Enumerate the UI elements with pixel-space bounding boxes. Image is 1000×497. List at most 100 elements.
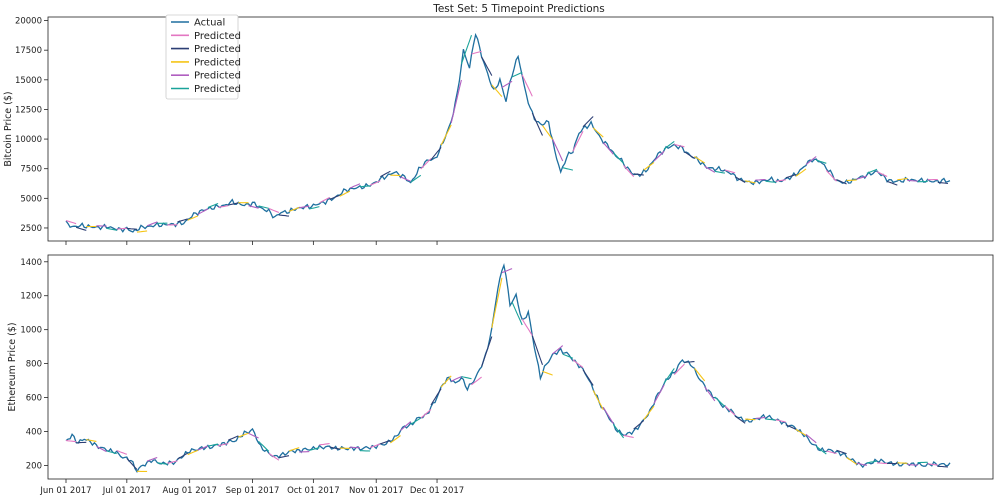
predicted-segment	[602, 407, 614, 424]
predicted-segment	[876, 462, 888, 465]
y-tick-label: 2500	[20, 224, 42, 234]
predicted-segment	[795, 428, 807, 436]
predicted-segment	[755, 416, 766, 420]
predicted-segment	[745, 418, 756, 421]
predicted-segment	[775, 419, 786, 423]
predicted-segment	[217, 205, 229, 209]
predicted-segment	[65, 439, 77, 443]
predicted-segment	[897, 462, 908, 464]
predicted-segment	[227, 435, 239, 441]
predicted-segment	[207, 443, 219, 447]
predicted-segment	[582, 116, 594, 128]
predicted-segment	[531, 112, 543, 136]
predicted-segment	[460, 35, 473, 65]
legend-label: Predicted	[194, 71, 241, 82]
predicted-segment	[410, 417, 422, 425]
predicted-segment	[288, 447, 300, 452]
predicted-segment	[552, 138, 564, 162]
predicted-segment	[562, 353, 574, 359]
predicted-segment	[106, 450, 117, 455]
x-tick-label: Jul 01 2017	[102, 486, 151, 496]
predicted-segment	[542, 125, 554, 140]
x-tick-label: Sep 01 2017	[226, 486, 280, 496]
predicted-segment	[319, 197, 330, 204]
predicted-segment	[511, 71, 523, 78]
ethereum-x-ticks: Jun 01 2017 Jul 01 2017 Aug 01 2017 Sep 01 …	[39, 479, 464, 496]
predicted-segment	[410, 174, 422, 183]
predicted-segment	[663, 368, 675, 384]
predicted-segment	[369, 443, 381, 449]
predicted-segment	[674, 143, 685, 148]
predicted-segment	[511, 301, 523, 326]
predicted-segment	[775, 179, 786, 182]
predicted-segment	[613, 152, 624, 164]
predicted-segment	[592, 390, 604, 411]
predicted-segment	[450, 79, 462, 124]
predicted-segment	[177, 452, 188, 460]
predicted-segment	[673, 363, 685, 375]
predicted-segment	[846, 179, 857, 182]
predicted-segment	[602, 142, 614, 155]
predicted-segment	[75, 226, 87, 231]
predicted-segment	[897, 177, 908, 181]
y-tick-label: 10000	[15, 135, 42, 145]
predicted-segment	[450, 376, 462, 382]
predicted-segment	[724, 169, 736, 174]
predicted-segment	[765, 418, 776, 421]
predicted-segment	[167, 460, 178, 464]
predicted-segment	[704, 165, 716, 173]
predicted-segment	[207, 202, 219, 209]
bitcoin-y-axis-label: Bitcoin Price ($)	[3, 91, 14, 166]
predicted-segment	[937, 465, 949, 468]
predicted-segment	[359, 185, 371, 188]
predicted-segment	[339, 190, 351, 197]
predicted-segment	[126, 227, 138, 230]
predicted-segment	[562, 167, 574, 171]
y-tick-label: 12500	[15, 105, 42, 115]
legend-label: Predicted	[194, 57, 241, 68]
chart-title: Test Set: 5 Timepoint Predictions	[432, 3, 605, 15]
predicted-segment	[400, 421, 412, 431]
predicted-segment	[684, 361, 695, 363]
predicted-segment	[815, 445, 827, 455]
predicted-segment	[856, 175, 868, 180]
predicted-segment	[349, 446, 361, 449]
predicted-segment	[380, 439, 391, 445]
predicted-segment	[471, 50, 482, 55]
predicted-segment	[816, 159, 827, 164]
predicted-segment	[745, 180, 756, 184]
predicted-segment	[704, 386, 716, 402]
predicted-segment	[836, 179, 847, 185]
predicted-segment	[501, 268, 513, 274]
x-tick-label: Oct 01 2017	[287, 486, 340, 496]
predicted-segment	[116, 227, 127, 230]
predicted-segment	[765, 180, 776, 183]
predicted-segment	[187, 449, 199, 456]
y-tick-label: 5000	[20, 194, 42, 204]
predicted-segment	[836, 449, 847, 455]
predicted-segment	[653, 150, 665, 162]
predicted-segment	[177, 218, 188, 223]
predicted-segment	[86, 439, 97, 442]
predicted-segment	[390, 435, 401, 444]
predicted-segment	[258, 205, 269, 209]
predicted-segment	[542, 370, 553, 376]
y-tick-label: 1000	[20, 326, 42, 336]
predicted-segment	[491, 277, 503, 329]
y-tick-label: 7500	[20, 165, 42, 175]
predicted-segment	[258, 441, 270, 452]
predicted-segment	[653, 384, 665, 404]
predicted-segment	[481, 336, 493, 367]
predicted-segment	[380, 170, 391, 178]
predicted-segment	[643, 405, 655, 420]
predicted-segment	[309, 206, 320, 210]
predicted-segment	[481, 56, 493, 76]
y-tick-label: 400	[26, 427, 42, 437]
predicted-segment	[65, 219, 77, 225]
predicted-segment	[643, 161, 655, 171]
predicted-segment	[886, 180, 898, 186]
predicted-segment	[349, 183, 361, 189]
predicted-segment	[521, 318, 533, 336]
actual-price-line	[65, 32, 951, 233]
